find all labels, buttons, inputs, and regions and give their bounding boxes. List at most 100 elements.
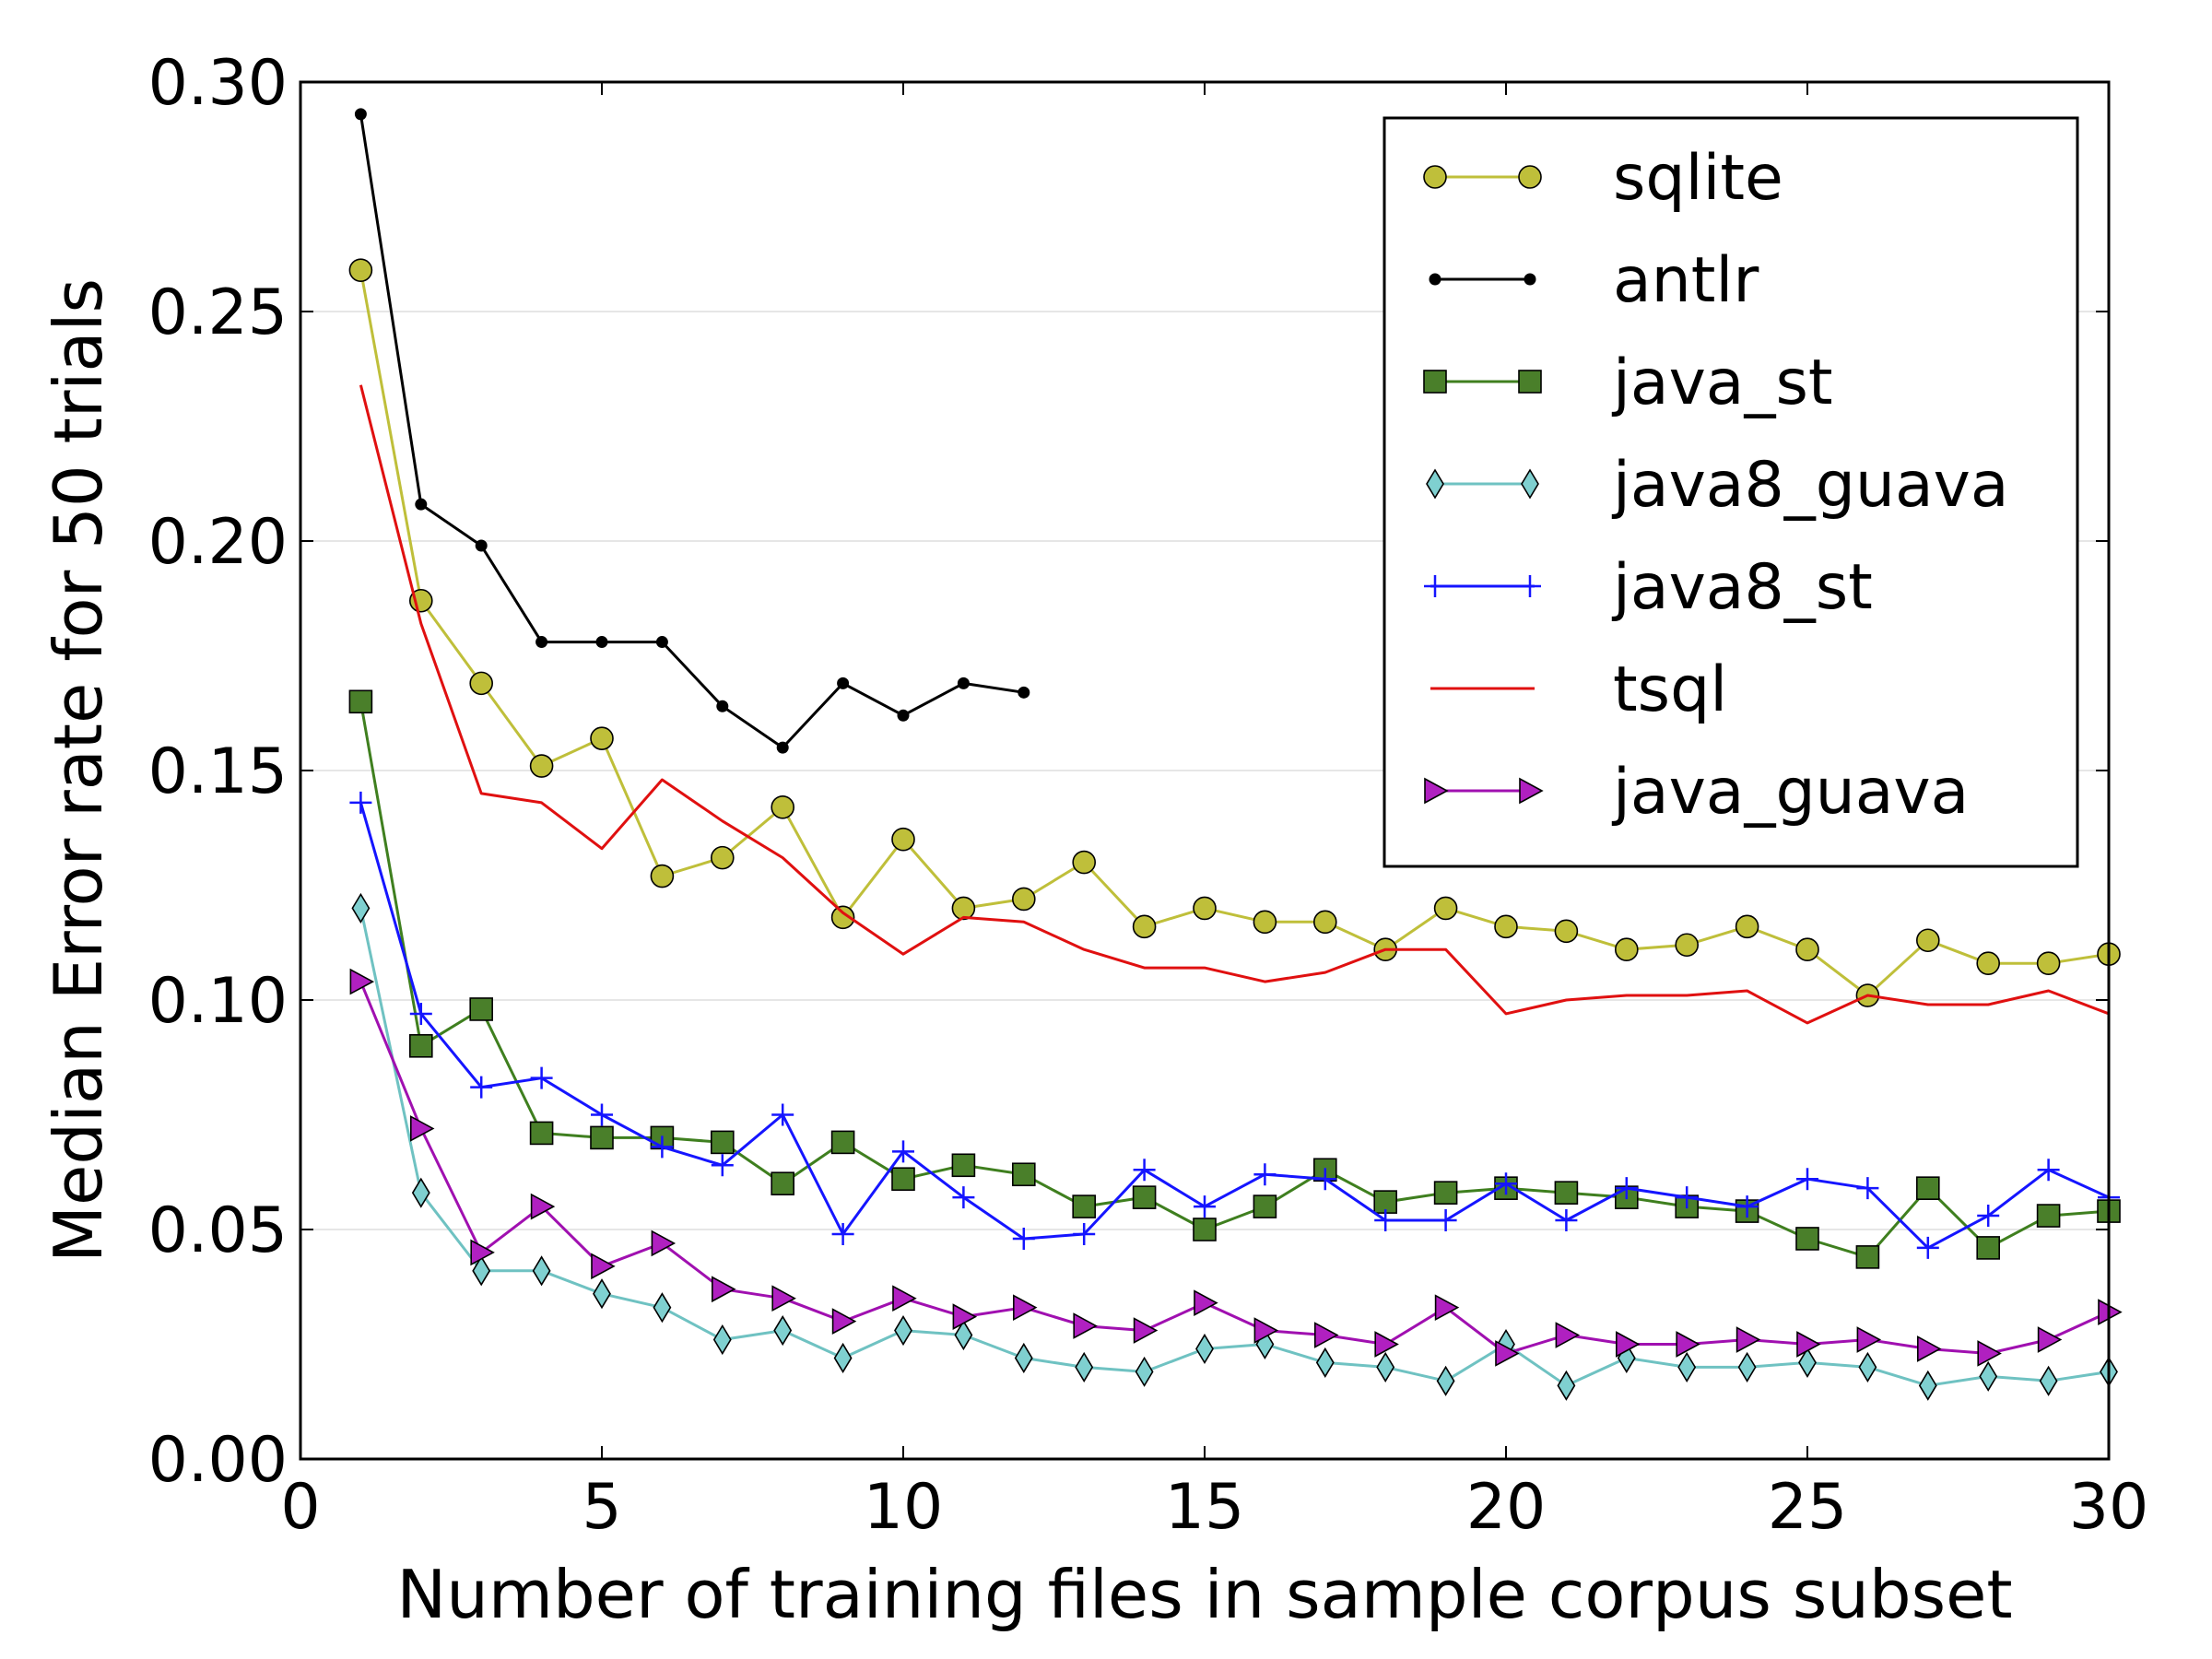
- data-point-java8_guava: [532, 1255, 551, 1287]
- data-point-java8_st: [1916, 1236, 1939, 1259]
- x-axis-label: Number of training files in sample corpu…: [396, 1556, 2012, 1633]
- data-point-java_st: [1132, 1185, 1157, 1209]
- data-point-java8_st: [1676, 1186, 1699, 1209]
- legend-entry-java_guava: java_guava: [1424, 756, 1969, 829]
- data-point-sqlite: [1976, 951, 2000, 975]
- data-point-antlr: [837, 677, 850, 689]
- data-point-java8_guava: [1858, 1351, 1877, 1382]
- data-point-java_guava: [591, 1253, 616, 1280]
- y-tick-label: 0.10: [148, 965, 288, 1038]
- data-point-java8_guava: [1677, 1351, 1697, 1382]
- series-java_st: [348, 689, 2121, 1269]
- data-point-java8_st: [530, 1066, 553, 1089]
- legend: sqlite antlr java_st java8_guava java8_sttsq…: [1382, 116, 2079, 868]
- data-series: [348, 108, 2123, 1401]
- data-point-java_st: [1855, 1245, 1880, 1269]
- data-point-java_st: [1253, 1194, 1277, 1218]
- data-point-antlr: [957, 677, 970, 689]
- y-axis-label: Median Error rate for 50 trials: [40, 278, 117, 1263]
- data-point-java8_st: [1313, 1168, 1336, 1191]
- series-java8_st: [349, 791, 2120, 1259]
- y-tick-label: 0.00: [148, 1424, 288, 1497]
- data-point-java_guava: [651, 1230, 677, 1257]
- data-point-antlr: [595, 636, 608, 649]
- legend-entry-sqlite: sqlite: [1423, 142, 1783, 215]
- data-point-sqlite: [1615, 937, 1639, 962]
- data-point-java_guava: [1013, 1294, 1038, 1322]
- data-point-java8_guava: [712, 1324, 732, 1356]
- data-point-java8_st: [831, 1222, 854, 1245]
- data-point-java_guava: [1676, 1331, 1700, 1358]
- data-point-sqlite: [1675, 933, 1699, 958]
- data-point-java8_guava: [1075, 1351, 1094, 1382]
- data-point-java8_guava: [1798, 1347, 1817, 1378]
- series-antlr: [354, 108, 1030, 754]
- data-point-sqlite: [348, 258, 373, 282]
- data-point-java8_st: [952, 1186, 975, 1209]
- legend-box: [1382, 116, 2079, 868]
- data-point-sqlite: [590, 726, 614, 750]
- data-point-java8_guava: [593, 1278, 611, 1310]
- data-point-java_guava: [1796, 1331, 1821, 1358]
- data-point-java_guava: [1495, 1340, 1520, 1367]
- data-point-java8_guava: [1918, 1370, 1937, 1401]
- data-point-sqlite: [469, 671, 494, 696]
- data-point-antlr: [415, 498, 428, 511]
- legend-entry-java8_st: java8_st: [1424, 551, 1873, 624]
- data-point-antlr: [897, 709, 910, 722]
- data-point-java8_guava: [1436, 1365, 1455, 1396]
- series-sqlite: [348, 258, 2121, 1007]
- legend-entry-tsql: tsql: [1430, 653, 1727, 726]
- data-point-java_guava: [892, 1285, 917, 1312]
- data-point-java_guava: [1314, 1322, 1339, 1348]
- series-line-sqlite: [359, 269, 2110, 997]
- data-point-java_st: [2036, 1204, 2061, 1228]
- data-point-java_st: [348, 689, 373, 714]
- data-point-antlr: [776, 741, 789, 754]
- data-point-java_guava: [2037, 1326, 2063, 1353]
- x-tick-label: 15: [1165, 1471, 1245, 1544]
- y-tick-label: 0.05: [148, 1194, 288, 1267]
- legend-marker: [1426, 468, 1444, 500]
- data-point-sqlite: [1313, 910, 1337, 935]
- data-point-java8_guava: [1315, 1347, 1335, 1378]
- data-point-sqlite: [1554, 919, 1579, 944]
- x-tick-label: 10: [864, 1471, 944, 1544]
- y-tick-label: 0.20: [148, 506, 288, 579]
- series-tsql: [359, 384, 2110, 1025]
- legend-label: java8_guava: [1611, 449, 2009, 522]
- data-point-java8_st: [1253, 1163, 1277, 1186]
- data-point-java8_st: [711, 1154, 734, 1177]
- data-point-java_guava: [1917, 1335, 1942, 1362]
- data-point-java_st: [1193, 1218, 1217, 1241]
- data-point-sqlite: [1494, 914, 1518, 939]
- data-point-java8_st: [1012, 1227, 1035, 1250]
- data-point-java_guava: [1133, 1317, 1159, 1344]
- data-point-java8_st: [1073, 1222, 1096, 1245]
- legend-entry-antlr: antlr: [1429, 244, 1759, 317]
- data-point-sqlite: [650, 864, 675, 888]
- x-tick-label: 30: [2069, 1471, 2149, 1544]
- data-point-sqlite: [1132, 914, 1157, 939]
- data-point-java8_guava: [954, 1319, 973, 1351]
- data-point-sqlite: [1916, 928, 1940, 953]
- legend-label: java_st: [1611, 347, 1833, 419]
- data-point-java_st: [408, 1034, 433, 1058]
- data-point-java8_st: [1194, 1195, 1216, 1218]
- data-point-java8_st: [1615, 1177, 1638, 1200]
- data-point-java_guava: [1073, 1312, 1098, 1339]
- data-point-java8_st: [1977, 1205, 2000, 1228]
- data-point-java8_guava: [1737, 1351, 1757, 1382]
- data-point-sqlite: [2036, 951, 2061, 975]
- data-point-java8_st: [1374, 1209, 1397, 1232]
- data-point-java8_guava: [1557, 1370, 1576, 1401]
- data-point-sqlite: [1012, 887, 1036, 912]
- legend-label: tsql: [1613, 653, 1727, 726]
- data-point-sqlite: [1735, 914, 1759, 939]
- data-point-sqlite: [710, 845, 735, 870]
- data-point-java8_guava: [472, 1255, 491, 1287]
- data-point-java_st: [710, 1130, 735, 1155]
- legend-label: java8_st: [1611, 551, 1873, 624]
- data-point-java_st: [469, 997, 494, 1021]
- data-point-java_st: [1795, 1227, 1819, 1251]
